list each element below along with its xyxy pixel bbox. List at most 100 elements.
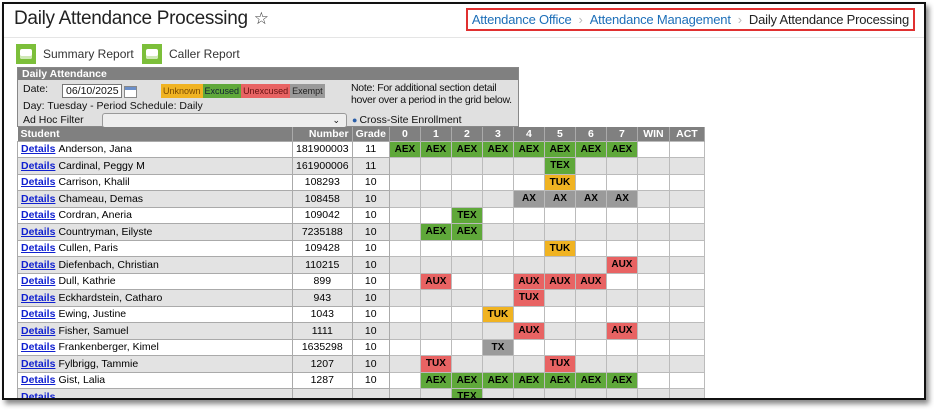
details-link[interactable]: Details bbox=[21, 258, 56, 271]
column-header-0[interactable]: 0 bbox=[389, 127, 421, 141]
period-cell[interactable]: AX bbox=[574, 190, 607, 208]
period-cell[interactable] bbox=[388, 388, 421, 398]
period-cell[interactable] bbox=[574, 206, 607, 224]
period-cell[interactable]: AEX bbox=[419, 223, 452, 241]
period-cell[interactable] bbox=[668, 289, 705, 307]
period-cell[interactable]: AEX bbox=[605, 140, 638, 158]
period-cell[interactable] bbox=[574, 305, 607, 323]
period-cell[interactable]: AUX bbox=[605, 322, 638, 340]
period-cell[interactable] bbox=[512, 206, 545, 224]
period-cell[interactable] bbox=[636, 272, 670, 290]
period-cell[interactable] bbox=[388, 206, 421, 224]
period-cell[interactable] bbox=[574, 338, 607, 356]
column-header-3[interactable]: 3 bbox=[482, 127, 514, 141]
period-cell[interactable] bbox=[543, 223, 576, 241]
period-cell[interactable] bbox=[388, 256, 421, 274]
period-cell[interactable] bbox=[388, 239, 421, 257]
period-cell[interactable] bbox=[419, 289, 452, 307]
period-cell[interactable] bbox=[481, 272, 514, 290]
period-cell[interactable] bbox=[574, 355, 607, 373]
period-cell[interactable] bbox=[636, 190, 670, 208]
period-cell[interactable] bbox=[481, 239, 514, 257]
period-cell[interactable] bbox=[605, 239, 638, 257]
details-link[interactable]: Details bbox=[21, 390, 56, 400]
period-cell[interactable] bbox=[668, 388, 705, 398]
period-cell[interactable] bbox=[668, 355, 705, 373]
period-cell[interactable]: TUX bbox=[543, 355, 576, 373]
details-link[interactable]: Details bbox=[21, 143, 56, 156]
caller-report-button[interactable]: Caller Report bbox=[142, 44, 240, 64]
period-cell[interactable] bbox=[636, 355, 670, 373]
details-link[interactable]: Details bbox=[21, 275, 56, 288]
period-cell[interactable] bbox=[636, 157, 670, 175]
period-cell[interactable] bbox=[512, 239, 545, 257]
period-cell[interactable] bbox=[668, 157, 705, 175]
period-cell[interactable] bbox=[419, 305, 452, 323]
period-cell[interactable] bbox=[668, 190, 705, 208]
period-cell[interactable] bbox=[388, 173, 421, 191]
period-cell[interactable] bbox=[636, 371, 670, 389]
period-cell[interactable] bbox=[636, 322, 670, 340]
period-cell[interactable] bbox=[512, 157, 545, 175]
period-cell[interactable] bbox=[450, 157, 483, 175]
period-cell[interactable]: AEX bbox=[574, 371, 607, 389]
period-cell[interactable]: AUX bbox=[512, 322, 545, 340]
period-cell[interactable] bbox=[512, 173, 545, 191]
period-cell[interactable] bbox=[419, 157, 452, 175]
column-header-grade[interactable]: Grade bbox=[352, 127, 390, 141]
period-cell[interactable]: TEX bbox=[450, 388, 483, 398]
period-cell[interactable]: AEX bbox=[419, 140, 452, 158]
period-cell[interactable] bbox=[605, 173, 638, 191]
details-link[interactable]: Details bbox=[21, 374, 56, 387]
details-link[interactable]: Details bbox=[21, 308, 56, 321]
column-header-4[interactable]: 4 bbox=[513, 127, 545, 141]
period-cell[interactable]: AEX bbox=[481, 140, 514, 158]
period-cell[interactable] bbox=[668, 272, 705, 290]
details-link[interactable]: Details bbox=[21, 291, 56, 304]
period-cell[interactable] bbox=[636, 140, 670, 158]
period-cell[interactable]: AX bbox=[543, 190, 576, 208]
period-cell[interactable] bbox=[636, 289, 670, 307]
period-cell[interactable]: AEX bbox=[512, 371, 545, 389]
period-cell[interactable]: TEX bbox=[543, 157, 576, 175]
period-cell[interactable] bbox=[574, 223, 607, 241]
period-cell[interactable] bbox=[668, 206, 705, 224]
period-cell[interactable] bbox=[605, 223, 638, 241]
period-cell[interactable] bbox=[668, 322, 705, 340]
period-cell[interactable]: AEX bbox=[543, 140, 576, 158]
column-header-act[interactable]: ACT bbox=[669, 127, 705, 141]
details-link[interactable]: Details bbox=[21, 242, 56, 255]
summary-report-button[interactable]: Summary Report bbox=[16, 44, 134, 64]
period-cell[interactable] bbox=[668, 239, 705, 257]
details-link[interactable]: Details bbox=[21, 176, 56, 189]
period-cell[interactable] bbox=[574, 239, 607, 257]
period-cell[interactable] bbox=[636, 305, 670, 323]
period-cell[interactable] bbox=[605, 305, 638, 323]
period-cell[interactable]: TUX bbox=[512, 289, 545, 307]
period-cell[interactable] bbox=[388, 272, 421, 290]
column-header-7[interactable]: 7 bbox=[606, 127, 638, 141]
column-header-6[interactable]: 6 bbox=[575, 127, 607, 141]
period-cell[interactable] bbox=[605, 388, 638, 398]
period-cell[interactable] bbox=[668, 371, 705, 389]
period-cell[interactable] bbox=[668, 256, 705, 274]
period-cell[interactable] bbox=[636, 239, 670, 257]
period-cell[interactable]: AEX bbox=[419, 371, 452, 389]
period-cell[interactable] bbox=[574, 157, 607, 175]
details-link[interactable]: Details bbox=[21, 324, 56, 337]
column-header-student[interactable]: Student bbox=[17, 127, 293, 141]
period-cell[interactable] bbox=[481, 388, 514, 398]
calendar-icon[interactable] bbox=[124, 86, 137, 98]
period-cell[interactable] bbox=[543, 322, 576, 340]
period-cell[interactable] bbox=[543, 206, 576, 224]
period-cell[interactable] bbox=[668, 223, 705, 241]
period-cell[interactable] bbox=[512, 338, 545, 356]
period-cell[interactable] bbox=[450, 305, 483, 323]
details-link[interactable]: Details bbox=[21, 159, 56, 172]
column-header-5[interactable]: 5 bbox=[544, 127, 576, 141]
column-header-number[interactable]: Number bbox=[292, 127, 353, 141]
period-cell[interactable] bbox=[512, 388, 545, 398]
period-cell[interactable]: AEX bbox=[450, 140, 483, 158]
period-cell[interactable]: TEX bbox=[450, 206, 483, 224]
period-cell[interactable]: TUK bbox=[543, 239, 576, 257]
